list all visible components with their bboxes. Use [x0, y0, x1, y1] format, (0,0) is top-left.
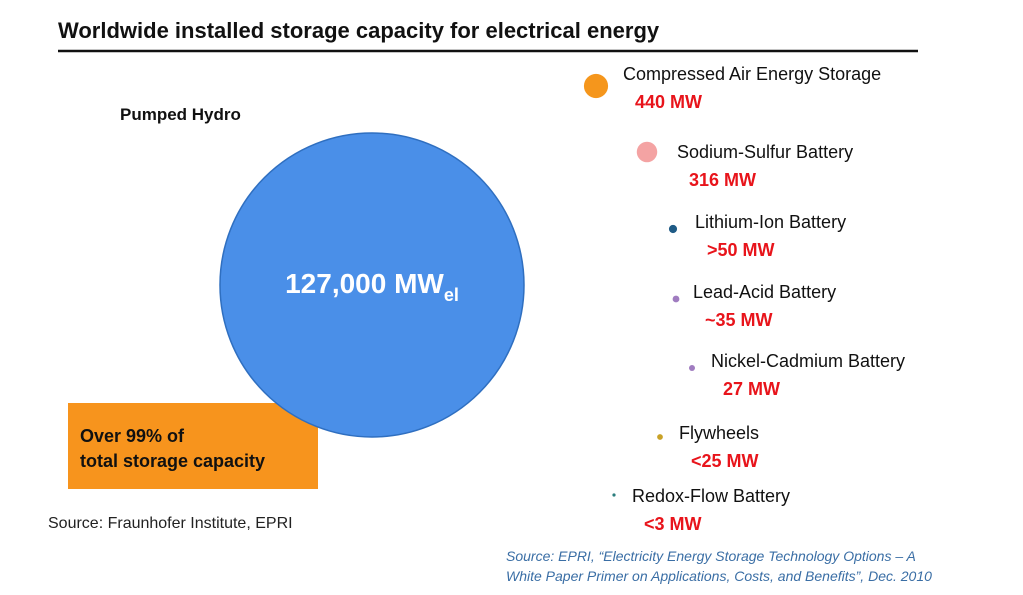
value-label-text: 127,000 MW	[285, 268, 444, 299]
source-right: Source: EPRI, “Electricity Energy Storag…	[506, 548, 916, 564]
bubble	[672, 295, 680, 303]
bubble	[689, 365, 695, 371]
category-label: Lead-Acid Battery	[693, 282, 836, 302]
bubble	[612, 493, 616, 497]
annotation-text: Over 99% of	[80, 426, 185, 446]
source-left: Source: Fraunhofer Institute, EPRI	[48, 515, 293, 532]
category-label: Lithium-Ion Battery	[695, 212, 846, 232]
value-label: 316 MW	[689, 170, 756, 190]
chart-title: Worldwide installed storage capacity for…	[58, 18, 660, 43]
category-label: Compressed Air Energy Storage	[623, 64, 881, 84]
unit-subscript: el	[444, 285, 459, 305]
value-label: ~35 MW	[705, 310, 773, 330]
value-label: 127,000 MWel	[285, 268, 459, 305]
source-right: White Paper Primer on Applications, Cost…	[506, 568, 932, 584]
bubble	[219, 132, 525, 438]
category-label: Sodium-Sulfur Battery	[677, 142, 853, 162]
value-label: 440 MW	[635, 92, 702, 112]
category-label: Nickel-Cadmium Battery	[711, 351, 905, 371]
annotation-text: total storage capacity	[80, 451, 265, 471]
bubble	[636, 141, 658, 163]
category-label: Redox-Flow Battery	[632, 486, 790, 506]
annotation-box	[68, 403, 318, 489]
bubble	[668, 224, 678, 234]
value-label: <25 MW	[691, 451, 759, 471]
bubble	[657, 434, 663, 440]
value-label: >50 MW	[707, 240, 775, 260]
value-label: 27 MW	[723, 379, 780, 399]
category-label: Pumped Hydro	[120, 105, 241, 124]
value-label: <3 MW	[644, 514, 702, 534]
bubble	[583, 73, 609, 99]
category-label: Flywheels	[679, 423, 759, 443]
